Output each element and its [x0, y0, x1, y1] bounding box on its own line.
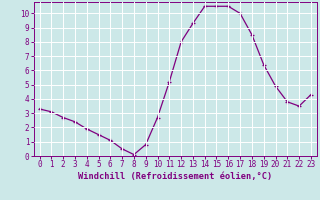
- X-axis label: Windchill (Refroidissement éolien,°C): Windchill (Refroidissement éolien,°C): [78, 172, 272, 181]
